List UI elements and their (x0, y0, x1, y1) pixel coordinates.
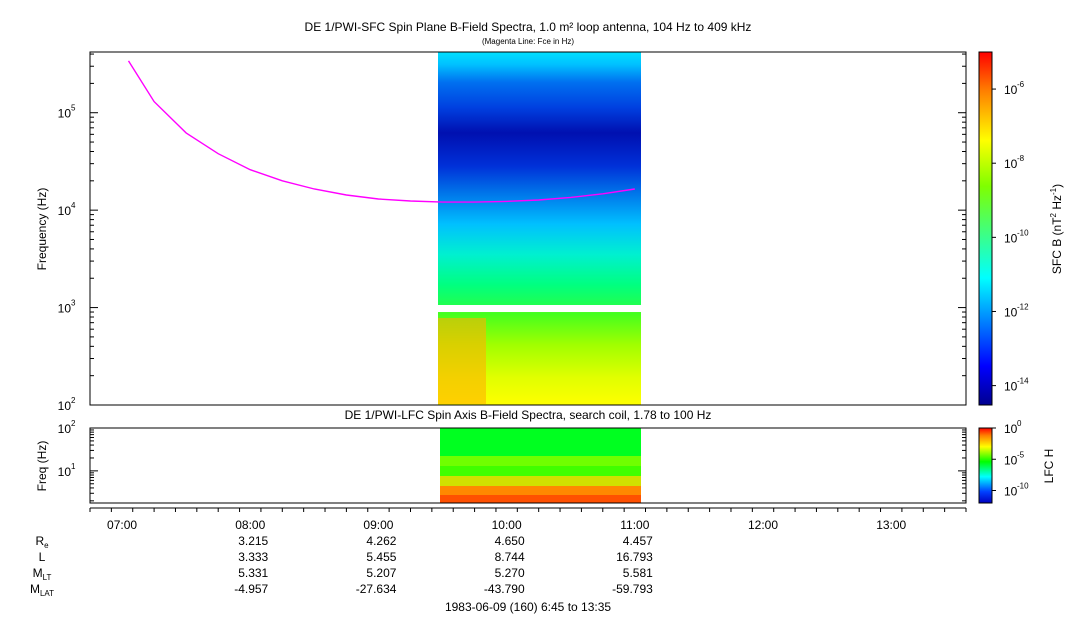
lfc-colorbar-fill (978, 427, 993, 504)
sfc-y-tick-exp: 3 (71, 299, 76, 308)
sfc-y-tick-label: 10 (58, 399, 72, 413)
ephemeris-value: 4.262 (366, 534, 396, 548)
lfc-ylabel: Freq (Hz) (35, 441, 49, 492)
ephemeris-value: -27.634 (356, 582, 397, 596)
lfc-y-tick-exp: 2 (71, 419, 76, 428)
time-tick-label: 08:00 (235, 518, 265, 532)
time-tick-label: 12:00 (748, 518, 778, 532)
lfc-band-5 (440, 486, 641, 495)
ephemeris-value: 16.793 (616, 550, 653, 564)
lfc-colorbar-tick-label: 10 (1004, 453, 1018, 467)
lfc-title: DE 1/PWI-LFC Spin Axis B-Field Spectra, … (345, 408, 712, 422)
lfc-colorbar-tick-exp: -5 (1017, 450, 1025, 459)
ephemeris-row-label: L (39, 550, 46, 564)
sfc-y-tick-label: 10 (58, 107, 72, 121)
lfc-band-6 (440, 495, 641, 503)
ephemeris-value: -4.957 (234, 582, 268, 596)
sfc-colorbar-tick-label: 10 (1004, 157, 1018, 171)
lfc-band-2 (440, 456, 641, 466)
sfc-y-tick-label: 10 (58, 204, 72, 218)
lfc-y-tick-label: 10 (58, 465, 72, 479)
fce-line (127, 60, 635, 203)
lfc-frame (89, 427, 967, 504)
ephemeris-value: 8.744 (495, 550, 525, 564)
sfc-data-gap (436, 305, 642, 313)
lfc-band-1 (440, 428, 641, 456)
sfc-burst (438, 318, 486, 404)
sfc-colorbar-fill (978, 51, 993, 406)
lfc-band-3 (440, 466, 641, 476)
time-tick-label: 10:00 (492, 518, 522, 532)
time-tick-label: 09:00 (363, 518, 393, 532)
ephemeris-row-label: Re (35, 534, 49, 550)
sfc-colorbar-tick-label: 10 (1004, 231, 1018, 245)
sfc-y-tick-exp: 2 (71, 396, 76, 405)
lfc-y-tick-label: 10 (58, 422, 72, 436)
sfc-colorbar-tick-label: 10 (1004, 380, 1018, 394)
time-axis: 07:00 08:00 09:00 10:00 11:00 12:00 13:00 (89, 507, 967, 532)
time-tick-label: 11:00 (620, 518, 649, 532)
lfc-y-tick-exp: 1 (71, 462, 76, 471)
sfc-colorbar-tick-label: 10 (1004, 83, 1018, 97)
lfc-colorbar-tick-exp: -10 (1017, 482, 1029, 491)
sfc-data-layer (438, 52, 641, 405)
ephemeris-value: 3.333 (238, 550, 268, 564)
ephemeris-value: 4.457 (623, 534, 653, 548)
ephemeris-value: -59.793 (612, 582, 653, 596)
ephemeris-value: -43.790 (484, 582, 525, 596)
sfc-colorbar-tick-exp: -8 (1017, 154, 1025, 163)
sfc-y-tick-exp: 4 (71, 201, 76, 210)
sfc-ylabel: Frequency (Hz) (35, 188, 49, 271)
lfc-band-4 (440, 476, 641, 486)
sfc-colorbar-tick-exp: -12 (1017, 302, 1029, 311)
time-tick-label: 07:00 (107, 518, 137, 532)
ephemeris-row-label: MLT (33, 566, 52, 582)
sfc-colorbar-tick-exp: -14 (1017, 377, 1029, 386)
ephemeris-value: 5.270 (495, 566, 525, 580)
sfc-title: DE 1/PWI-SFC Spin Plane B-Field Spectra,… (305, 20, 752, 34)
sfc-colorbar-label: SFC B (nT2 Hz-1) (1049, 184, 1064, 274)
lfc-colorbar-label: LFC H (1042, 449, 1056, 484)
lfc-colorbar-tick-label: 10 (1004, 422, 1018, 436)
ephemeris-value: 5.331 (238, 566, 268, 580)
footer-date: 1983-06-09 (160) 6:45 to 13:35 (445, 600, 611, 614)
lfc-colorbar-tick-label: 10 (1004, 485, 1018, 499)
lfc-colorbar-tick-exp: 0 (1017, 419, 1022, 428)
ephemeris-row-label: MLAT (30, 582, 54, 598)
ephemeris-value: 3.215 (238, 534, 268, 548)
ephemeris-value: 5.455 (366, 550, 396, 564)
time-tick-label: 13:00 (876, 518, 906, 532)
sfc-colorbar-tick-exp: -10 (1017, 228, 1029, 237)
sfc-y-tick-exp: 5 (71, 104, 76, 113)
ephemeris-value: 5.207 (366, 566, 396, 580)
ephemeris-value: 4.650 (495, 534, 525, 548)
ephemeris-value: 5.581 (623, 566, 653, 580)
sfc-upper-band (438, 52, 641, 305)
sfc-subtitle: (Magenta Line: Fce in Hz) (482, 37, 574, 46)
sfc-colorbar-tick-label: 10 (1004, 305, 1018, 319)
ephemeris-table: Re 3.215 4.262 4.650 4.457 L 3.333 5.455 8.744 16… (30, 534, 653, 598)
sfc-frame (89, 51, 967, 406)
sfc-colorbar-tick-exp: -6 (1017, 80, 1025, 89)
lfc-data-layer (440, 428, 641, 503)
sfc-y-tick-label: 10 (58, 302, 72, 316)
